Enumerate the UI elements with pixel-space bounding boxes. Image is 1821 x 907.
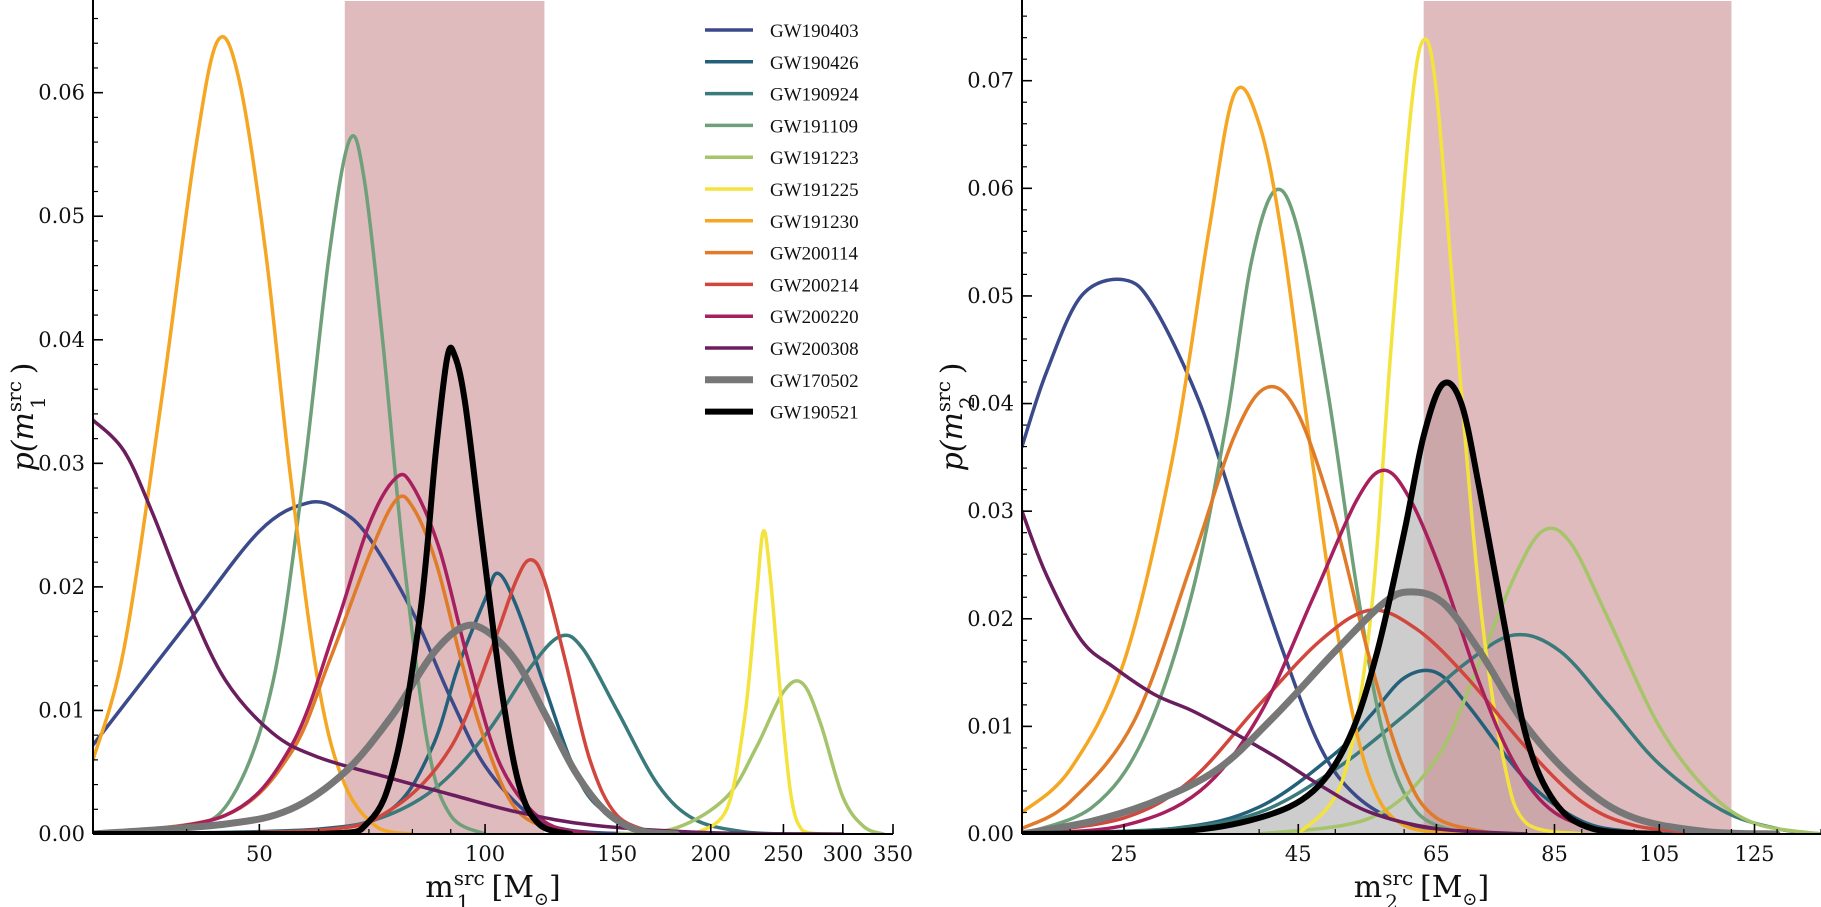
right-curves <box>1022 37 1821 834</box>
x-tick-label: 150 <box>597 842 637 866</box>
series-line-gw190521 <box>1022 379 1663 834</box>
legend-label-gw191223: GW191223 <box>770 148 859 169</box>
right-axes: 0.00 0.01 0.02 0.03 0.04 0.05 0.06 0.07 25 45 65 85… <box>967 0 1821 866</box>
x-tick-label: 250 <box>763 842 803 866</box>
y-tick-label: 0.01 <box>38 698 85 722</box>
right-x-axis-title: msrc 2 [M⊙] <box>1354 866 1489 907</box>
legend-label-gw190521: GW190521 <box>770 403 859 424</box>
y-tick-label: 0.07 <box>967 69 1014 93</box>
legend-label-gw170502: GW170502 <box>770 371 859 392</box>
legend-label-gw190426: GW190426 <box>770 53 859 74</box>
x-tick-label: 65 <box>1423 842 1450 866</box>
x-tick-label: 100 <box>465 842 505 866</box>
x-tick-label: 125 <box>1734 842 1774 866</box>
y-tick-label: 0.04 <box>38 328 85 352</box>
x-tick-label: 300 <box>823 842 863 866</box>
y-tick-label: 0.06 <box>38 81 85 105</box>
series-line-gw191223 <box>1257 526 1821 834</box>
left-curves <box>93 34 886 834</box>
x-tick-label: 200 <box>691 842 731 866</box>
left-x-axis-title: msrc 1 [M⊙] <box>425 866 560 907</box>
legend-label-gw191230: GW191230 <box>770 212 859 233</box>
legend-label-gw200114: GW200114 <box>770 244 858 265</box>
left-axes: 0.00 0.01 0.02 0.03 0.04 0.05 0.06 50 100 150 200 2… <box>38 0 913 866</box>
right-shaded-band <box>1423 1 1732 834</box>
y-tick-label: 0.02 <box>38 575 85 599</box>
legend-label-gw200214: GW200214 <box>770 275 859 296</box>
legend-label-gw200308: GW200308 <box>770 339 859 360</box>
x-tick-label: 350 <box>873 842 913 866</box>
legend: GW190403 GW190426 GW190924 GW191109 GW191223… <box>705 21 859 424</box>
left-panel: 0.00 0.01 0.02 0.03 0.04 0.05 0.06 50 100 150 200 2… <box>2 0 913 907</box>
series-line-gw170502 <box>93 621 680 834</box>
y-tick-label: 0.06 <box>967 176 1014 200</box>
x-tick-label: 45 <box>1285 842 1312 866</box>
series-line-gw191225 <box>692 529 823 834</box>
legend-label-gw190403: GW190403 <box>770 21 859 42</box>
legend-label-gw191109: GW191109 <box>770 116 858 137</box>
series-line-gw200220 <box>93 472 597 834</box>
legend-label-gw191225: GW191225 <box>770 180 859 201</box>
y-tick-label: 0.04 <box>967 392 1014 416</box>
legend-label-gw200220: GW200220 <box>770 307 859 328</box>
y-tick-label: 0.03 <box>967 499 1014 523</box>
y-tick-label: 0.05 <box>38 204 85 228</box>
series-line-gw170502 <box>1022 588 1781 834</box>
series-line-gw200114 <box>93 494 597 834</box>
series-line-gw190521 <box>93 344 574 834</box>
series-line-gw200308 <box>1022 509 1529 834</box>
x-tick-label: 85 <box>1541 842 1568 866</box>
y-tick-label: 0.02 <box>967 607 1014 631</box>
left-y-axis-title: p(msrc1) <box>2 363 50 472</box>
y-tick-label: 0.00 <box>967 822 1014 846</box>
series-line-gw191230 <box>93 34 415 834</box>
y-tick-label: 0.05 <box>967 284 1014 308</box>
series-line-gw200214 <box>93 557 660 834</box>
y-tick-label: 0.01 <box>967 714 1014 738</box>
x-tick-label: 25 <box>1111 842 1138 866</box>
series-line-gw200220 <box>1022 468 1662 834</box>
series-line-gw191230 <box>1022 85 1470 834</box>
y-tick-label: 0.03 <box>38 451 85 475</box>
series-line-gw191223 <box>615 679 886 834</box>
series-line-gw191109 <box>93 134 487 834</box>
series-line-gw200114 <box>1022 384 1500 834</box>
x-tick-label: 105 <box>1639 842 1679 866</box>
right-panel: 0.00 0.01 0.02 0.03 0.04 0.05 0.06 0.07 25 45 65 85… <box>931 0 1821 907</box>
y-tick-label: 0.00 <box>38 822 85 846</box>
right-y-axis-title: p(msrc2) <box>931 363 979 472</box>
series-line-gw190924 <box>1022 632 1821 834</box>
legend-label-gw190924: GW190924 <box>770 85 859 106</box>
x-tick-label: 50 <box>246 842 273 866</box>
